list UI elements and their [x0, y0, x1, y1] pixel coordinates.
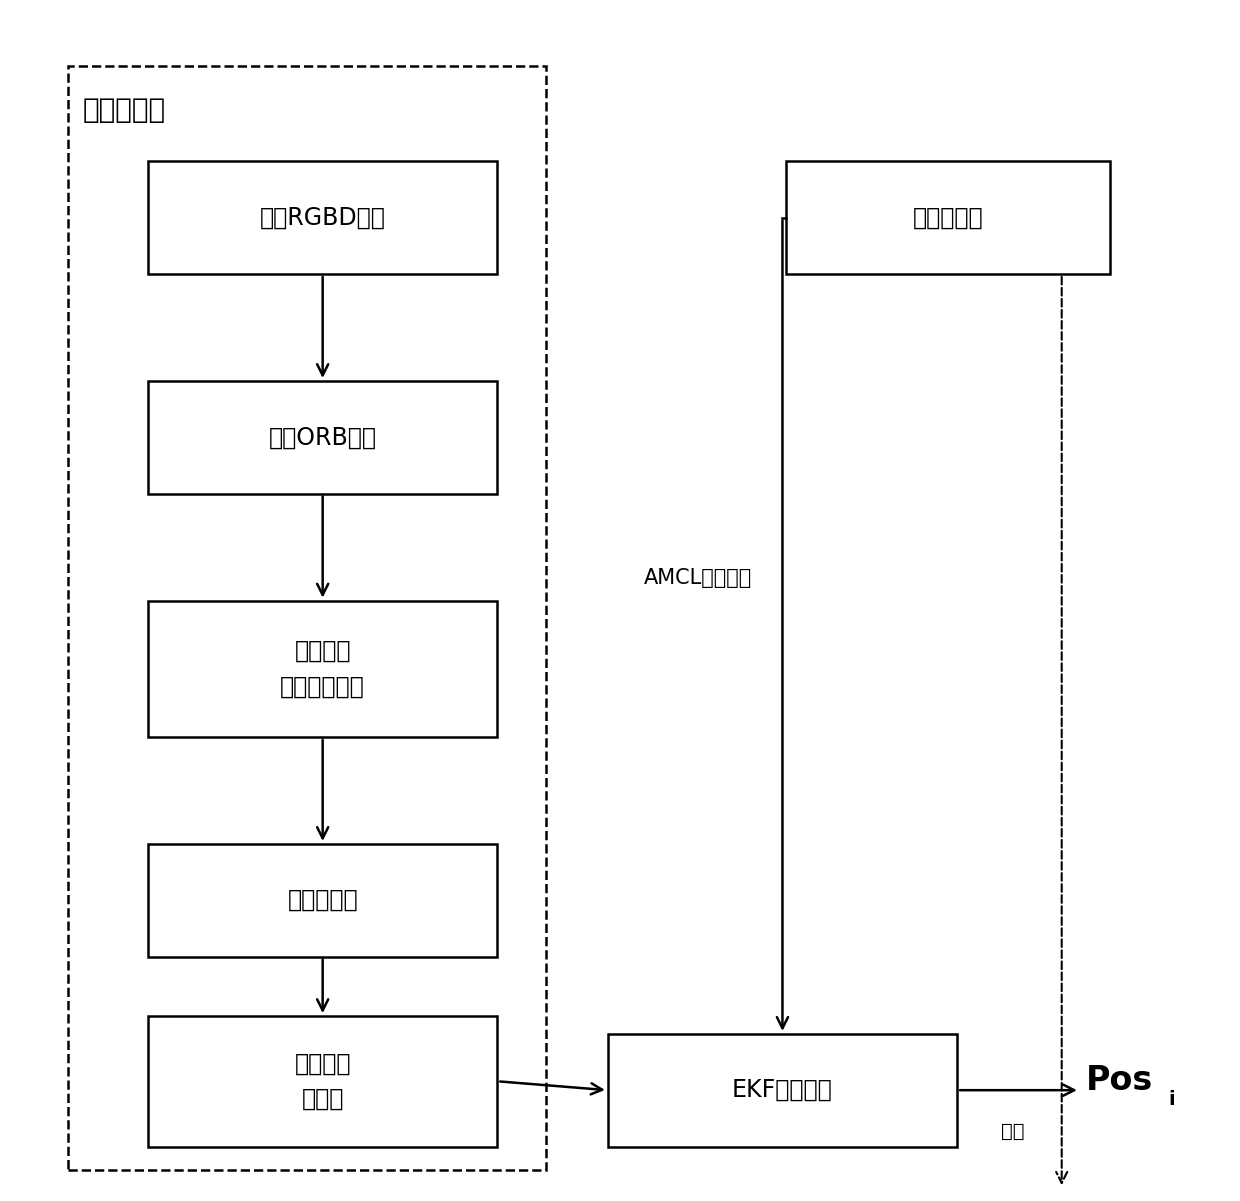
Bar — [148, 600, 497, 737]
Bar — [148, 1016, 497, 1147]
Bar — [148, 381, 497, 494]
Bar — [608, 1034, 957, 1147]
Bar — [68, 66, 547, 1170]
Text: Pos: Pos — [1086, 1064, 1153, 1098]
Text: 采集RGBD图像: 采集RGBD图像 — [259, 205, 386, 229]
Text: AMCL粒子定位: AMCL粒子定位 — [644, 568, 751, 588]
Text: i: i — [1168, 1091, 1174, 1110]
Text: 选取关键帧: 选取关键帧 — [288, 889, 358, 913]
Bar — [148, 161, 497, 274]
Bar — [148, 844, 497, 957]
Text: 闭环检测
重定位: 闭环检测 重定位 — [294, 1052, 351, 1111]
Bar — [785, 161, 1111, 274]
Text: 提取ORB特征: 提取ORB特征 — [269, 425, 377, 449]
Text: 视觉里程计: 视觉里程计 — [83, 96, 166, 124]
Text: 修正: 修正 — [1001, 1122, 1024, 1141]
Text: 物理里程计: 物理里程计 — [913, 205, 983, 229]
Text: EKF滤波估计: EKF滤波估计 — [732, 1078, 833, 1103]
Text: 特征匹配
相机位姿估计: 特征匹配 相机位姿估计 — [280, 639, 365, 699]
